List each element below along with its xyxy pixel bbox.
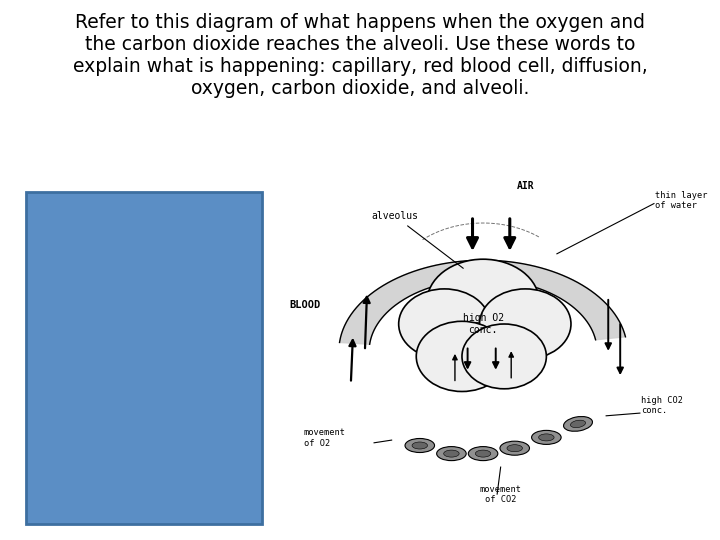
Ellipse shape: [412, 442, 428, 449]
Ellipse shape: [436, 447, 466, 461]
Ellipse shape: [507, 444, 523, 451]
Text: movement
of CO2: movement of CO2: [480, 485, 522, 504]
Text: high CO2
conc.: high CO2 conc.: [642, 396, 683, 415]
Ellipse shape: [468, 447, 498, 461]
Ellipse shape: [564, 416, 593, 431]
Ellipse shape: [475, 450, 491, 457]
Text: AIR: AIR: [516, 181, 534, 191]
Circle shape: [480, 289, 571, 359]
Text: Refer to this diagram of what happens when the oxygen and
the carbon dioxide rea: Refer to this diagram of what happens wh…: [73, 14, 647, 98]
Circle shape: [427, 259, 539, 346]
Ellipse shape: [500, 441, 529, 455]
Ellipse shape: [539, 434, 554, 441]
Circle shape: [416, 321, 508, 392]
Polygon shape: [340, 260, 626, 344]
Ellipse shape: [405, 438, 435, 453]
Text: high O2
conc.: high O2 conc.: [462, 313, 503, 335]
Text: BLOOD: BLOOD: [289, 300, 321, 310]
Ellipse shape: [444, 450, 459, 457]
Ellipse shape: [570, 420, 585, 428]
Text: alveolus: alveolus: [372, 211, 463, 268]
Ellipse shape: [531, 430, 561, 444]
Text: movement
of O2: movement of O2: [304, 428, 346, 448]
Circle shape: [462, 324, 546, 389]
Circle shape: [399, 289, 490, 359]
Text: thin layer
of water: thin layer of water: [655, 191, 708, 210]
FancyBboxPatch shape: [26, 192, 261, 524]
